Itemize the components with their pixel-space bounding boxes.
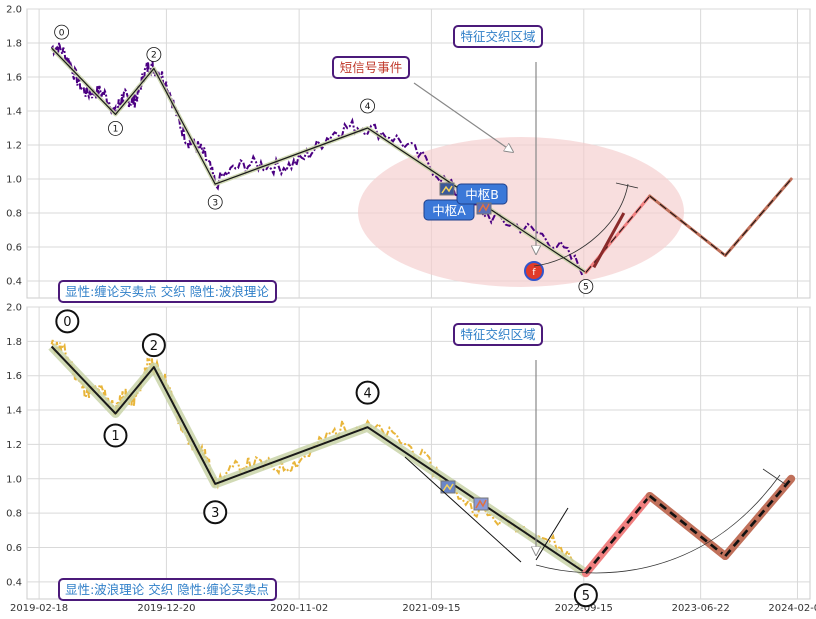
bottom-panel: 0.40.60.81.01.21.41.61.82.0 2019-02-18 20… — [6, 303, 816, 615]
short-signal-label: 短信号事件 — [332, 56, 410, 79]
bottom-wave-label-circle — [103, 423, 128, 448]
top-wave-label-circle — [578, 279, 594, 294]
top-y-tick-label: 0.6 — [6, 243, 22, 254]
top-projection-dash — [724, 178, 792, 256]
bottom-projection-dash — [648, 494, 727, 558]
top-projection-cap — [615, 182, 639, 189]
top-projection-arc — [533, 183, 629, 267]
bottom-y-tick-label: 1.8 — [6, 337, 22, 348]
top-wave-label-circle — [207, 194, 223, 210]
top-projection-stub — [592, 212, 626, 269]
top-y-tick-label: 1.2 — [6, 141, 22, 152]
top-wave-label-circle — [360, 98, 375, 114]
top-wave-label-text: 2 — [151, 51, 157, 61]
bottom-wave-label-circle — [203, 500, 228, 525]
top-wave-label-text: 0 — [59, 28, 65, 38]
bottom-projection-arc — [535, 474, 781, 574]
bottom-wave-label-text: 4 — [363, 386, 371, 401]
bottom-y-tick-label: 1.2 — [6, 440, 22, 451]
top-y-tick-labels: 0.4 0.6 0.8 1.0 1.2 1.4 1.6 1.8 2.0 — [6, 5, 22, 288]
short-signal-arrow — [413, 82, 513, 152]
x-tick-label: 2019-02-18 — [10, 603, 68, 614]
bottom-y-tick-label: 0.6 — [6, 543, 22, 554]
top-price-series — [50, 42, 584, 276]
bottom-y-tick-label: 0.8 — [6, 509, 22, 520]
top-y-tick-label: 0.8 — [6, 209, 22, 220]
top-y-tick-label: 2.0 — [6, 5, 22, 16]
x-tick-label: 2019-12-20 — [137, 603, 195, 614]
zhongshu-a-text: 中枢A — [432, 203, 466, 218]
svg-text:f: f — [532, 268, 536, 278]
bottom-wave-line — [50, 345, 587, 575]
bottom-signal-line-b — [535, 507, 569, 561]
x-tick-label: 2022-09-15 — [555, 603, 613, 614]
bottom-wave-label-text: 2 — [150, 339, 158, 354]
bottom-projection-cap — [762, 468, 786, 485]
bottom-wave-label-circle — [573, 583, 598, 608]
bottom-y-tick-label: 2.0 — [6, 303, 22, 314]
top-grid — [27, 8, 810, 298]
zhongshu-b-badge: 中枢B — [456, 183, 508, 205]
bottom-candle-icon-b — [473, 497, 489, 511]
top-legend-text: 显性:缠论买卖点 交织 隐性:波浪理论 — [65, 284, 269, 299]
top-wave-lines — [50, 46, 588, 275]
bottom-y-tick-label: 1.0 — [6, 474, 22, 485]
top-feature-zone-text: 特征交织区域 — [460, 29, 535, 44]
x-tick-label: 2020-11-02 — [270, 603, 328, 614]
bottom-x-tick-labels: 2019-02-18 2019-12-20 2020-11-02 2021-09-15… — [10, 603, 816, 614]
bottom-wave-label-text: 3 — [211, 506, 219, 521]
top-y-tick-label: 1.4 — [6, 107, 22, 118]
x-tick-label: 2021-09-15 — [402, 603, 460, 614]
bottom-wave-lines — [48, 343, 589, 577]
zhongshu-a-badge: 中枢A — [423, 199, 475, 221]
top-wave-label-text: 1 — [113, 125, 119, 135]
bottom-y-tick-label: 1.6 — [6, 371, 22, 382]
bottom-legend-text: 显性:波浪理论 交织 隐性:缠论买卖点 — [65, 582, 269, 597]
bottom-legend: 显性:波浪理论 交织 隐性:缠论买卖点 — [58, 578, 277, 601]
top-wave-label-circle — [54, 24, 70, 40]
top-wave-label-circle — [146, 47, 162, 62]
bottom-y-tick-labels: 0.4 0.6 0.8 1.0 1.2 1.4 1.6 1.8 2.0 — [6, 303, 22, 589]
top-y-tick-label: 1.6 — [6, 73, 22, 84]
candle-icon-a — [439, 182, 455, 196]
top-price-line — [50, 42, 584, 276]
bottom-projection-dash — [724, 477, 793, 557]
bottom-wave-label-circle — [355, 380, 380, 405]
bottom-wave-label-text: 5 — [582, 589, 590, 604]
bottom-projection — [581, 474, 796, 578]
bottom-wave-label-text: 0 — [63, 315, 71, 330]
bottom-y-tick-label: 0.4 — [6, 577, 22, 588]
buy-point-marker: f — [524, 261, 544, 281]
bottom-wave-label-circle — [55, 309, 80, 334]
top-y-tick-label: 1.0 — [6, 175, 22, 186]
top-legend: 显性:缠论买卖点 交织 隐性:波浪理论 — [58, 280, 277, 303]
top-wave-labels: 0 1 2 3 4 5 — [54, 24, 594, 294]
top-wave-line — [51, 47, 587, 274]
top-wave-label-text: 4 — [365, 102, 371, 112]
x-tick-label: 2024-02-09 — [768, 603, 816, 614]
zhongshu-b-text: 中枢B — [465, 187, 499, 202]
bottom-candle-icon-a — [440, 480, 456, 494]
bottom-y-tick-label: 1.4 — [6, 406, 22, 417]
top-projection-dash — [649, 195, 726, 256]
top-y-tick-label: 1.8 — [6, 39, 22, 50]
bottom-projection-dash — [584, 495, 651, 575]
top-y-tick-label: 0.4 — [6, 277, 22, 288]
bottom-signal-line-a — [404, 456, 522, 563]
x-tick-label: 2023-06-22 — [672, 603, 730, 614]
top-panel: 0.4 0.6 0.8 1.0 1.2 1.4 1.6 1.8 2.0 0 1 2 3 4 5 特征交织区… — [6, 5, 811, 303]
candle-icon-b — [476, 202, 492, 215]
top-wave-label-text: 3 — [212, 198, 218, 208]
top-projection — [584, 177, 793, 274]
bottom-feature-zone-text: 特征交织区域 — [460, 327, 535, 342]
top-feature-zone-label: 特征交织区域 — [453, 25, 543, 48]
short-signal-text: 短信号事件 — [340, 60, 403, 75]
bottom-wave-label-circle — [141, 333, 166, 358]
top-wave-label-circle — [108, 120, 123, 136]
top-wave-label-text: 5 — [583, 283, 589, 293]
bottom-wave-label-text: 1 — [111, 429, 119, 444]
bottom-wave-labels: 0 1 2 3 4 5 — [55, 309, 598, 608]
bottom-feature-zone-label: 特征交织区域 — [453, 323, 543, 346]
